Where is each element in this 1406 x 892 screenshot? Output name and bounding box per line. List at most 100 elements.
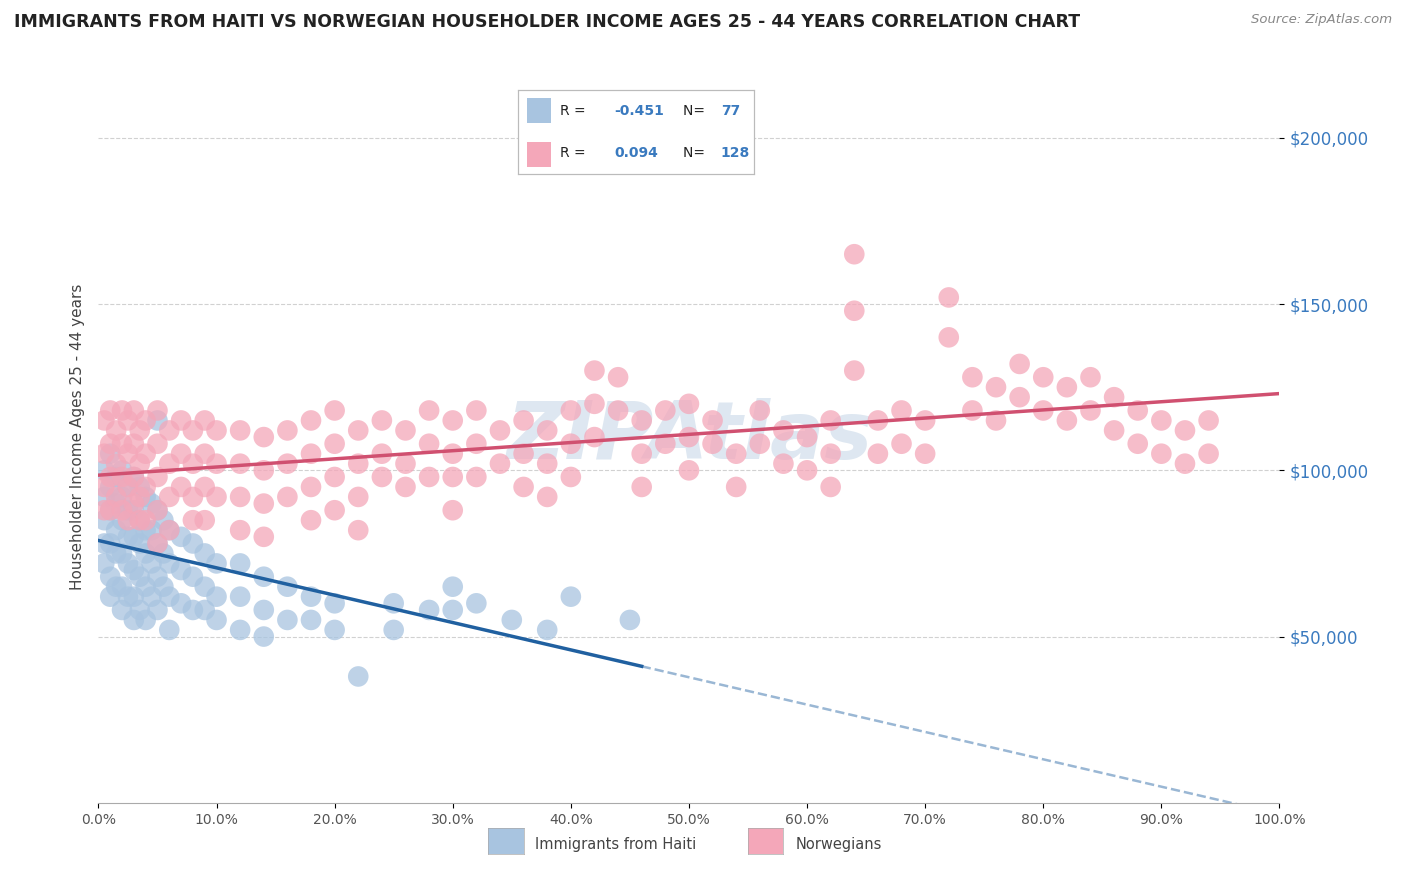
Point <box>229 623 252 637</box>
Point <box>607 403 630 417</box>
Point <box>630 480 652 494</box>
Point <box>465 403 488 417</box>
Point <box>181 457 204 471</box>
Point <box>253 530 276 544</box>
Point <box>117 413 139 427</box>
Point <box>194 413 217 427</box>
Point <box>122 503 145 517</box>
Point <box>441 503 464 517</box>
Point <box>146 503 169 517</box>
Point <box>1080 370 1102 384</box>
Point <box>93 480 115 494</box>
Point <box>128 603 150 617</box>
Point <box>347 490 370 504</box>
Point <box>1126 436 1149 450</box>
Point <box>748 436 770 450</box>
Point <box>418 603 440 617</box>
Point <box>323 503 346 517</box>
Point <box>98 470 121 484</box>
Point <box>1102 424 1125 438</box>
Point <box>844 363 866 377</box>
Point <box>607 370 630 384</box>
Point <box>111 436 134 450</box>
Point <box>122 470 145 484</box>
Point <box>146 436 169 450</box>
Point <box>512 480 534 494</box>
Point <box>98 447 121 461</box>
Point <box>170 413 193 427</box>
Point <box>105 490 128 504</box>
Point <box>890 436 912 450</box>
Point <box>1032 370 1054 384</box>
Point <box>181 424 204 438</box>
Point <box>962 370 984 384</box>
Point <box>194 580 217 594</box>
Point <box>1032 403 1054 417</box>
Point <box>820 413 842 427</box>
Point <box>866 413 889 427</box>
Point <box>253 570 276 584</box>
Point <box>1198 413 1220 427</box>
Point <box>98 403 121 417</box>
Point <box>135 480 157 494</box>
Point <box>465 470 488 484</box>
Point <box>253 430 276 444</box>
Point <box>181 603 204 617</box>
Point <box>157 490 180 504</box>
Point <box>299 613 322 627</box>
Point <box>347 457 370 471</box>
Point <box>135 546 157 560</box>
Point <box>93 463 115 477</box>
Point <box>748 403 770 417</box>
Point <box>205 557 228 571</box>
Point <box>276 424 298 438</box>
Point <box>98 536 121 550</box>
Point <box>170 480 193 494</box>
Point <box>583 363 606 377</box>
Point <box>441 470 464 484</box>
Point <box>512 447 534 461</box>
Point <box>441 603 464 617</box>
Text: Norwegians: Norwegians <box>796 838 882 853</box>
Point <box>382 623 405 637</box>
Point <box>111 503 134 517</box>
Point <box>299 590 322 604</box>
Point <box>157 623 180 637</box>
Point <box>141 497 163 511</box>
Point <box>152 580 174 594</box>
Point <box>181 536 204 550</box>
Point <box>229 557 252 571</box>
Point <box>105 470 128 484</box>
Point <box>117 530 139 544</box>
Point <box>141 557 163 571</box>
Point <box>146 470 169 484</box>
Point <box>205 457 228 471</box>
Point <box>93 490 115 504</box>
Point <box>323 403 346 417</box>
Point <box>418 470 440 484</box>
Point <box>111 546 134 560</box>
Point <box>276 490 298 504</box>
Point <box>105 523 128 537</box>
Point <box>111 490 134 504</box>
Point <box>146 413 169 427</box>
Point <box>323 436 346 450</box>
Point <box>630 447 652 461</box>
Point <box>117 480 139 494</box>
Point <box>962 403 984 417</box>
Point <box>135 413 157 427</box>
Point <box>135 580 157 594</box>
Point <box>382 596 405 610</box>
Point <box>441 580 464 594</box>
Point <box>1198 447 1220 461</box>
Point <box>105 457 128 471</box>
Point <box>170 447 193 461</box>
Point <box>194 447 217 461</box>
Point <box>583 397 606 411</box>
Point <box>128 513 150 527</box>
Point <box>98 570 121 584</box>
Point <box>276 457 298 471</box>
Point <box>122 436 145 450</box>
Point <box>98 480 121 494</box>
Point <box>229 590 252 604</box>
